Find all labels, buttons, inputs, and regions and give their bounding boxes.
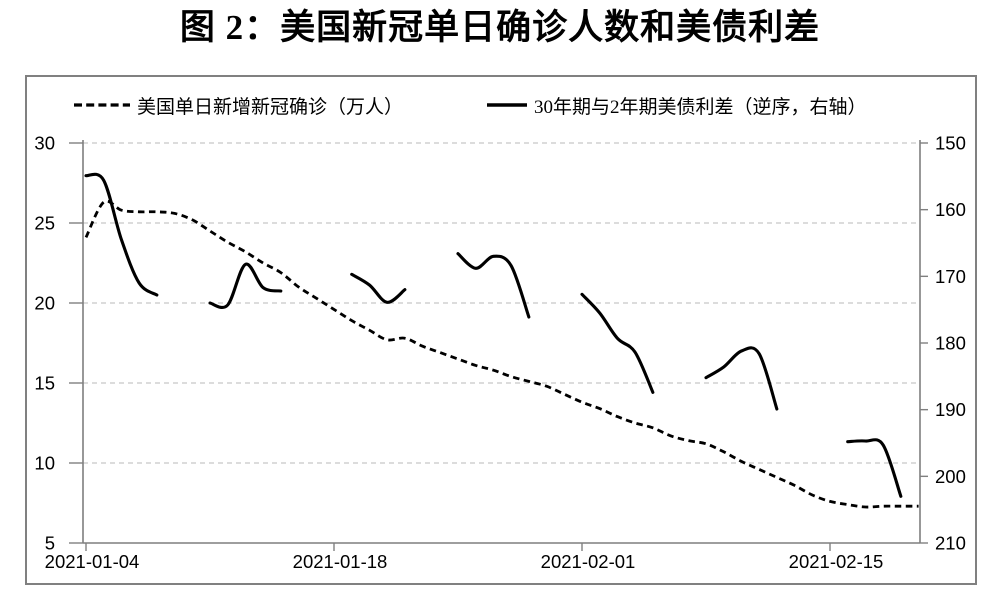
right-axis-tick-label: 210 bbox=[935, 533, 966, 554]
x-axis-tick-label: 2021-02-01 bbox=[541, 551, 636, 572]
series-spread-segment bbox=[456, 252, 531, 319]
right-axis-tick-label: 150 bbox=[935, 133, 966, 154]
solid-line-icon bbox=[487, 103, 527, 107]
right-axis-tick-label: 160 bbox=[935, 199, 966, 220]
x-axis-tick-label: 2021-01-18 bbox=[293, 551, 388, 572]
left-axis-tick-label: 20 bbox=[34, 293, 55, 314]
series-cases-line bbox=[84, 199, 919, 509]
chart-figure: 30 25 20 15 10 5 150 160 170 180 190 200 210 2021-01-… bbox=[25, 75, 977, 585]
legend-label-cases: 美国单日新增新冠确诊（万人） bbox=[137, 96, 404, 118]
series-spread-segment bbox=[84, 172, 159, 297]
legend-item-cases: 美国单日新增新冠确诊（万人） bbox=[73, 93, 404, 118]
right-axis-tick-label: 180 bbox=[935, 333, 966, 354]
x-axis-tick-label: 2021-01-04 bbox=[45, 551, 140, 572]
x-axis-tick-label: 2021-02-15 bbox=[789, 551, 884, 572]
right-axis-tick-label: 190 bbox=[935, 399, 966, 420]
chart-canvas: 30 25 20 15 10 5 150 160 170 180 190 200 210 2021-01-… bbox=[34, 133, 966, 573]
series-spread-segment bbox=[580, 292, 655, 394]
legend-item-spread: 30年期与2年期美债利差（逆序，右轴） bbox=[486, 93, 867, 118]
series-spread-segment bbox=[846, 438, 903, 498]
page-title: 图 2：美国新冠单日确诊人数和美债利差 bbox=[179, 8, 821, 47]
left-axis-tick-label: 30 bbox=[34, 133, 55, 154]
right-axis-tick-label: 170 bbox=[935, 266, 966, 287]
left-axis-tick-label: 10 bbox=[34, 453, 55, 474]
series-spread-segment bbox=[704, 346, 779, 411]
series-spread-segment bbox=[208, 262, 283, 309]
left-axis-tick-label: 25 bbox=[34, 213, 55, 234]
legend-label-spread: 30年期与2年期美债利差（逆序，右轴） bbox=[534, 96, 867, 118]
series-spread-segment bbox=[350, 272, 407, 304]
right-axis-tick-label: 200 bbox=[935, 466, 966, 487]
legend: 美国单日新增新冠确诊（万人） 30年期与2年期美债利差（逆序，右轴） bbox=[27, 93, 975, 118]
dashed-line-icon bbox=[74, 103, 130, 107]
left-axis-tick-label: 5 bbox=[45, 533, 55, 554]
left-axis-tick-label: 15 bbox=[34, 373, 55, 394]
